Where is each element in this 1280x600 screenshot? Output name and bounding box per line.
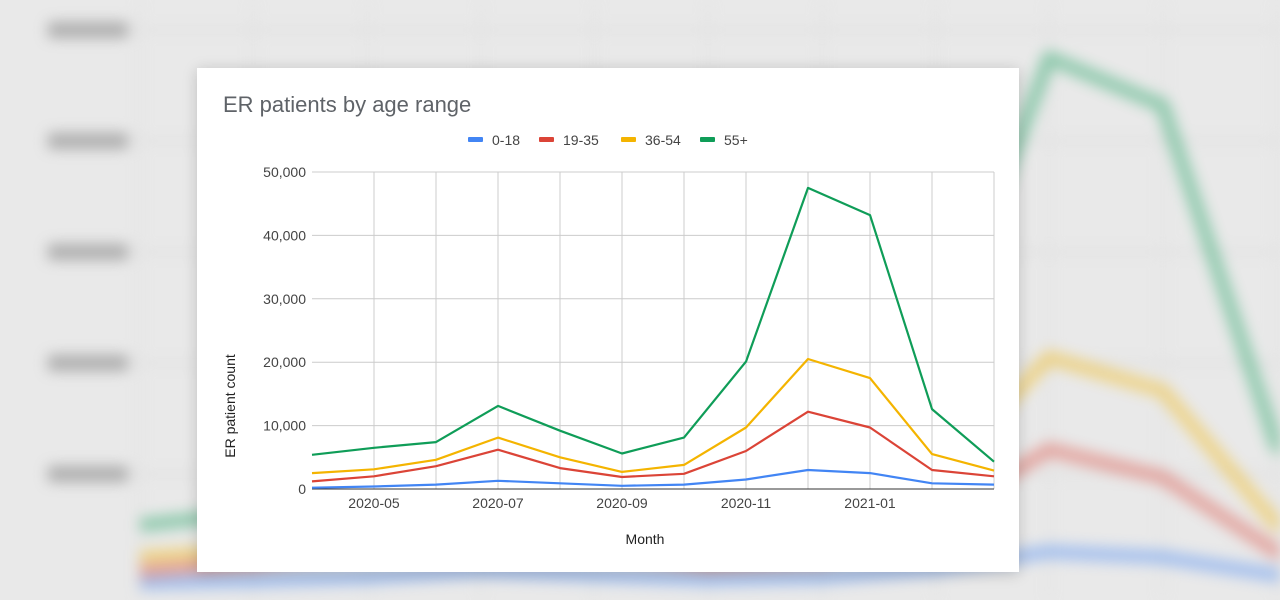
x-tick-label: 2020-05 bbox=[348, 495, 400, 511]
bg-tick-blob bbox=[48, 22, 128, 38]
series-lines bbox=[311, 186, 995, 489]
x-tick-label: 2020-11 bbox=[721, 495, 772, 511]
line-chart: ER patients by age range 0-18 19-35 36-54 5… bbox=[222, 92, 995, 547]
y-tick-label: 50,000 bbox=[263, 164, 306, 180]
x-axis-ticks: 2020-05 2020-07 2020-09 2020-11 2021-01 bbox=[348, 495, 896, 511]
x-tick-label: 2021-01 bbox=[844, 495, 896, 511]
series-line-55+ bbox=[311, 186, 995, 463]
y-tick-label: 0 bbox=[298, 481, 306, 497]
bg-tick-blob bbox=[48, 466, 128, 482]
legend-label: 19-35 bbox=[563, 132, 599, 148]
x-tick-label: 2020-09 bbox=[596, 495, 648, 511]
x-axis-title: Month bbox=[626, 531, 665, 547]
y-tick-label: 40,000 bbox=[263, 227, 306, 243]
y-tick-label: 30,000 bbox=[263, 291, 306, 307]
bg-tick-blob bbox=[48, 244, 128, 260]
legend-label: 0-18 bbox=[492, 132, 520, 148]
series-line-36-54 bbox=[311, 357, 995, 475]
chart-card: ER patients by age range 0-18 19-35 36-54 5… bbox=[197, 68, 1019, 572]
legend-label: 36-54 bbox=[645, 132, 681, 148]
legend-swatch bbox=[700, 137, 715, 142]
y-tick-label: 20,000 bbox=[263, 354, 306, 370]
bg-series-line bbox=[139, 544, 1280, 590]
y-axis-title: ER patient count bbox=[222, 354, 238, 458]
y-tick-label: 10,000 bbox=[263, 418, 306, 434]
chart-title: ER patients by age range bbox=[223, 92, 471, 117]
legend-swatch bbox=[539, 137, 554, 142]
x-tick-label: 2020-07 bbox=[472, 495, 524, 511]
series-line-0-18 bbox=[311, 468, 995, 489]
bg-tick-blob bbox=[48, 355, 128, 371]
bg-tick-blob bbox=[48, 133, 128, 149]
legend-label: 55+ bbox=[724, 132, 748, 148]
legend-swatch bbox=[621, 137, 636, 142]
series-line-19-35 bbox=[311, 410, 995, 483]
legend-swatch bbox=[468, 137, 483, 142]
legend: 0-18 19-35 36-54 55+ bbox=[468, 132, 748, 148]
grid bbox=[312, 171, 995, 489]
y-axis-ticks: 0 10,000 20,000 30,000 40,000 50,000 bbox=[263, 164, 306, 497]
